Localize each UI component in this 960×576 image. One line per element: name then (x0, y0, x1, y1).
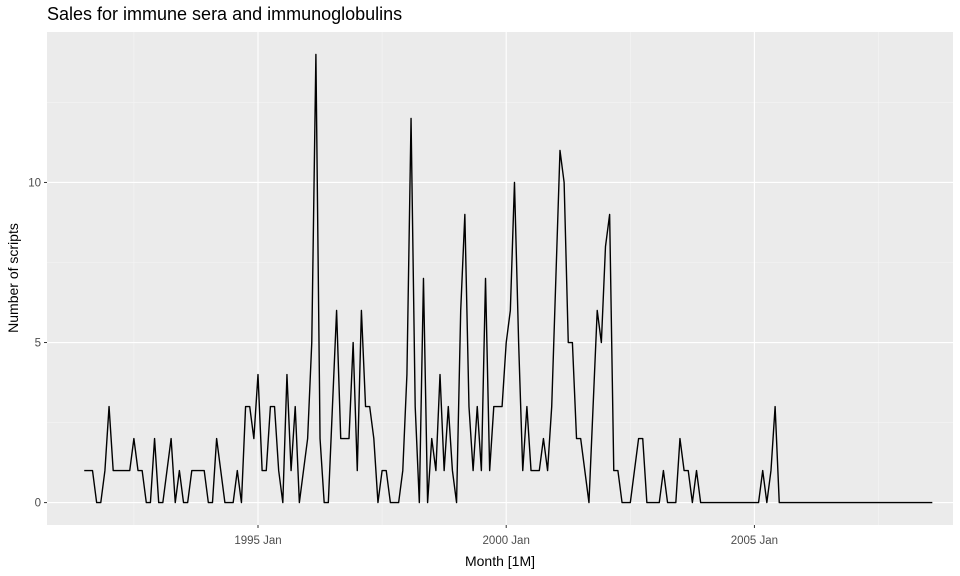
minor-grid (47, 32, 953, 525)
plot-background (47, 32, 953, 525)
x-tick-label: 2005 Jan (731, 535, 778, 547)
y-tick-label: 5 (35, 338, 41, 350)
y-tick-label: 0 (35, 498, 41, 510)
chart-title: Sales for immune sera and immunoglobulin… (47, 4, 402, 24)
y-axis-title: Number of scripts (5, 223, 21, 333)
y-axis: 0 5 10 (28, 177, 47, 510)
x-axis-title: Month [1M] (465, 553, 535, 569)
x-tick-label: 2000 Jan (483, 535, 530, 547)
y-tick-label: 10 (28, 177, 41, 189)
x-axis: 1995 Jan 2000 Jan 2005 Jan (234, 525, 778, 547)
series-line-scripts (84, 53, 933, 504)
major-grid (47, 32, 953, 525)
x-tick-label: 1995 Jan (234, 535, 281, 547)
